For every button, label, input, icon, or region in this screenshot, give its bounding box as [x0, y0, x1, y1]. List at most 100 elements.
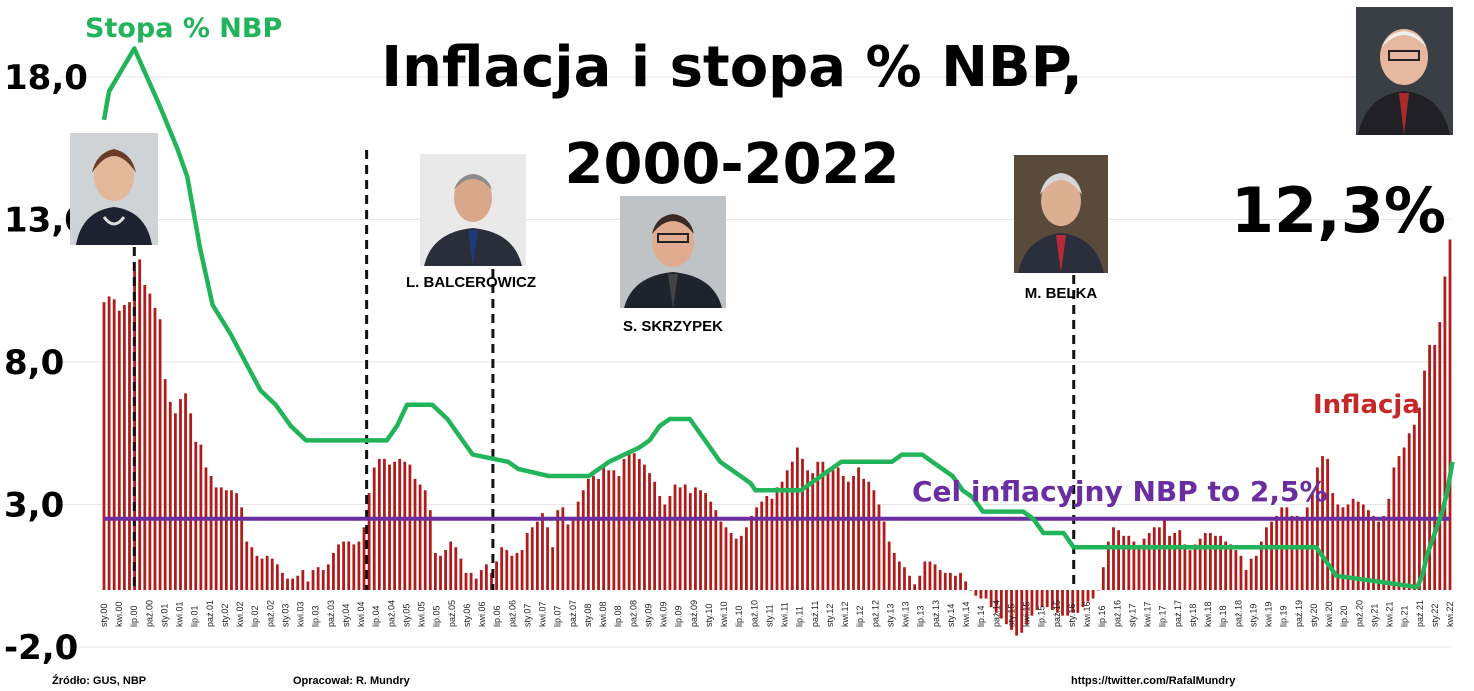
inflation-bar — [357, 541, 361, 590]
inflation-bar — [525, 533, 529, 590]
inflation-bar — [128, 302, 131, 590]
inflation-bar — [377, 458, 381, 590]
inflation-bar — [1290, 515, 1294, 590]
x-tick-label: sty.20 — [1309, 604, 1319, 627]
inflation-bar — [903, 567, 906, 590]
inflation-bar — [785, 470, 789, 590]
inflation-bar — [1005, 590, 1008, 625]
inflation-bar — [622, 458, 626, 590]
x-tick-label: lip.08 — [613, 605, 623, 627]
x-tick-label: sty.11 — [764, 604, 774, 627]
inflation-bar — [1367, 510, 1370, 590]
target-label: Cel inflacyjny NBP to 2,5% — [912, 475, 1328, 508]
inflation-bar — [1443, 276, 1447, 590]
x-tick-label: lip.11 — [795, 606, 805, 627]
inflation-bar — [1137, 547, 1141, 590]
inflation-bar — [632, 453, 636, 590]
inflation-bar — [1341, 507, 1345, 590]
inflation-bar — [790, 461, 794, 590]
inflation-bar — [887, 541, 891, 590]
inflation-bar — [627, 453, 631, 590]
inflation-bar — [428, 510, 432, 590]
x-tick-label: paź.12 — [870, 600, 880, 627]
inflation-bar — [765, 495, 769, 590]
inflation-bar — [1101, 567, 1105, 590]
inflation-bar — [948, 572, 952, 590]
inflation-bar — [1310, 493, 1314, 590]
inflation-bar — [439, 555, 442, 590]
x-tick-label: paź.16 — [1112, 600, 1122, 627]
inflation-bar — [1025, 590, 1029, 625]
inflation-bar — [204, 467, 208, 590]
x-tick-label: lip.20 — [1339, 605, 1349, 627]
inflation-bar — [846, 481, 850, 590]
x-tick-label: kwi.02 — [235, 601, 245, 627]
x-tick-label: lip.06 — [492, 605, 502, 627]
inflation-bar — [510, 555, 514, 590]
chart-title-line-2: 2000-2022 — [565, 132, 900, 197]
inflation-bar — [1423, 370, 1426, 590]
inflation-bar — [1020, 590, 1024, 633]
inflation-bar — [505, 550, 509, 590]
rate-series-label: Stopa % NBP — [85, 13, 282, 44]
x-tick-label: paź.18 — [1233, 600, 1243, 627]
x-tick-label: kwi.09 — [659, 601, 669, 627]
inflation-bar — [592, 476, 595, 590]
x-tick-label: lip.18 — [1218, 605, 1228, 627]
x-tick-label: sty.02 — [220, 604, 230, 627]
inflation-bar — [908, 575, 911, 590]
x-tick-label: kwi.15 — [1022, 601, 1032, 627]
inflation-bar — [1147, 533, 1151, 590]
inflation-bar — [372, 467, 376, 590]
inflation-bar — [984, 590, 988, 599]
x-tick-label: paź.06 — [507, 600, 517, 627]
inflation-bar — [464, 572, 468, 590]
inflation-bar — [209, 476, 213, 590]
inflation-bar — [281, 572, 284, 590]
inflation-bar — [1219, 535, 1222, 590]
inflation-bar — [235, 493, 238, 590]
inflation-bar — [836, 467, 840, 590]
inflation-bar — [694, 487, 697, 590]
inflation-bar — [413, 478, 417, 590]
x-tick-label: sty.00 — [99, 604, 109, 627]
x-tick-label: kwi.05 — [417, 601, 427, 627]
inflation-bar — [1356, 501, 1360, 590]
inflation-bar — [454, 547, 458, 590]
inflation-bar — [1107, 541, 1110, 590]
inflation-bar — [724, 527, 728, 590]
inflation-bar — [1030, 590, 1034, 616]
inflation-bar — [265, 555, 269, 590]
latest-inflation-value: 12,3% — [1231, 174, 1446, 247]
inflation-bar — [811, 473, 815, 590]
x-tick-label: kwi.10 — [719, 601, 729, 627]
inflation-bar — [1336, 504, 1340, 590]
inflation-bar — [230, 490, 233, 590]
x-tick-label: paź.13 — [931, 600, 941, 627]
inflation-bar — [581, 490, 585, 590]
x-tick-label: paź.15 — [1052, 600, 1062, 627]
inflation-bar — [576, 501, 580, 590]
inflation-bar — [882, 521, 886, 590]
governor-name-belka: M. BELKA — [1025, 285, 1098, 302]
inflation-bar — [1163, 518, 1166, 590]
inflation-bar — [1015, 590, 1019, 636]
inflation-bar — [1035, 590, 1039, 610]
rate-line-group — [101, 46, 1455, 590]
inflation-bar — [117, 310, 121, 590]
x-tick-label: kwi.17 — [1143, 601, 1153, 627]
inflation-bar — [1392, 467, 1396, 590]
inflation-bar — [1321, 456, 1324, 590]
inflation-bar — [1346, 504, 1350, 590]
inflation-bar — [755, 507, 758, 590]
inflation-bar — [1316, 467, 1319, 590]
inflation-bar — [122, 305, 126, 590]
inflation-bar — [184, 393, 187, 590]
inflation-bar — [362, 527, 366, 590]
inflation-bar — [668, 495, 672, 590]
x-tick-label: paź.07 — [568, 600, 578, 627]
footer-url: https://twitter.com/RafalMundry — [1071, 675, 1236, 687]
inflation-bar — [1061, 590, 1064, 616]
x-tick-label: sty.08 — [583, 604, 593, 627]
x-tick-label: lip.13 — [916, 605, 926, 627]
